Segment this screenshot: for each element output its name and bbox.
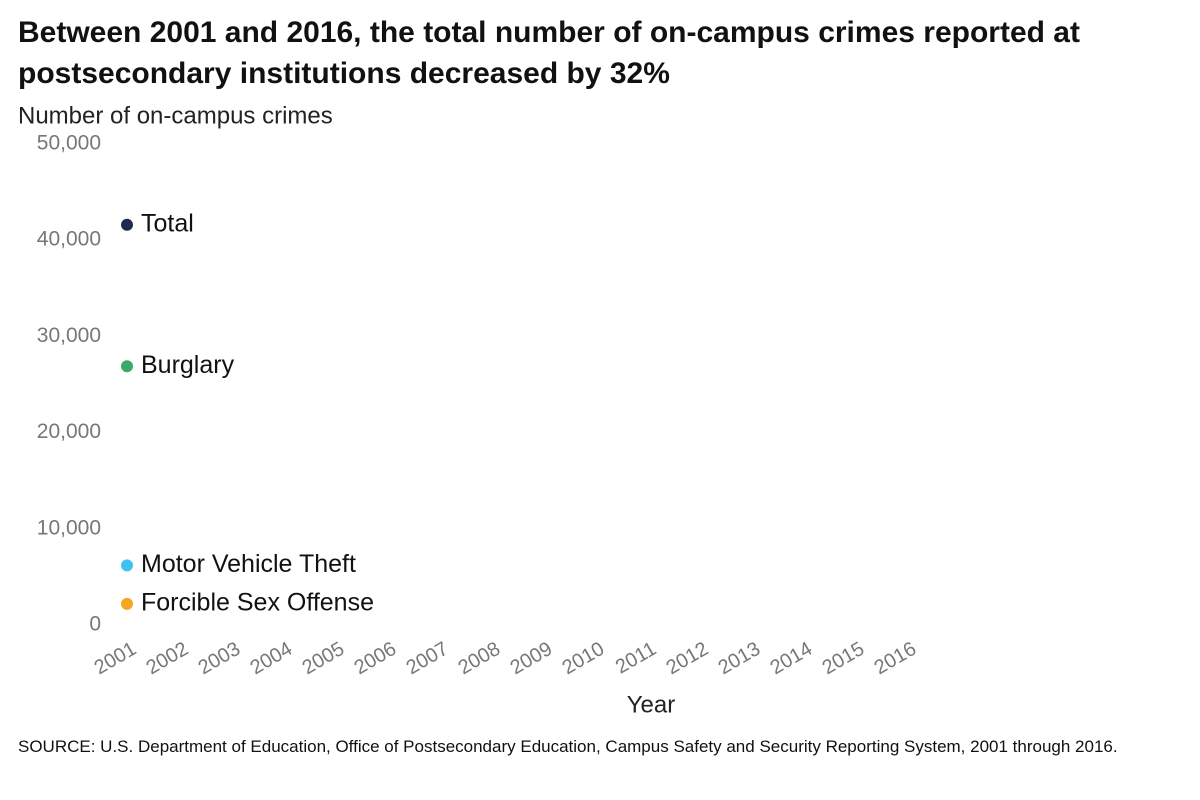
data-point	[121, 360, 133, 373]
series-label: Forcible Sex Offense	[141, 588, 374, 616]
x-tick-label: 2009	[507, 638, 557, 679]
x-tick-label: 2003	[195, 638, 245, 679]
source-note: SOURCE: U.S. Department of Education, Of…	[18, 737, 1118, 756]
series-label: Burglary	[141, 351, 235, 379]
x-axis-label: Year	[627, 691, 676, 718]
x-tick-label: 2014	[767, 638, 817, 679]
y-tick-label: 20,000	[37, 420, 101, 443]
x-tick-label: 2013	[715, 638, 765, 679]
series-label: Total	[141, 209, 194, 237]
y-tick-label: 0	[89, 613, 101, 636]
data-point	[121, 559, 133, 572]
y-axis-label: Number of on-campus crimes	[18, 102, 333, 129]
x-tick-label: 2015	[819, 638, 869, 679]
x-tick-label: 2001	[91, 638, 141, 679]
series-label: Motor Vehicle Theft	[141, 550, 356, 578]
x-tick-label: 2008	[455, 638, 505, 679]
data-point	[121, 218, 133, 231]
chart-title: Between 2001 and 2016, the total number …	[18, 16, 1080, 90]
data-point	[121, 597, 133, 610]
x-tick-label: 2007	[403, 638, 453, 679]
x-tick-label: 2012	[663, 638, 713, 679]
y-tick-label: 10,000	[37, 516, 101, 539]
x-tick-label: 2006	[351, 638, 401, 679]
x-tick-label: 2002	[143, 638, 193, 679]
x-tick-label: 2016	[871, 638, 921, 679]
y-tick-label: 30,000	[37, 324, 101, 347]
x-tick-label: 2011	[612, 638, 660, 679]
x-tick-label: 2010	[559, 638, 609, 679]
y-tick-label: 40,000	[37, 228, 101, 251]
y-tick-label: 50,000	[37, 132, 101, 155]
x-tick-label: 2005	[299, 638, 349, 679]
x-tick-label: 2004	[247, 638, 297, 679]
